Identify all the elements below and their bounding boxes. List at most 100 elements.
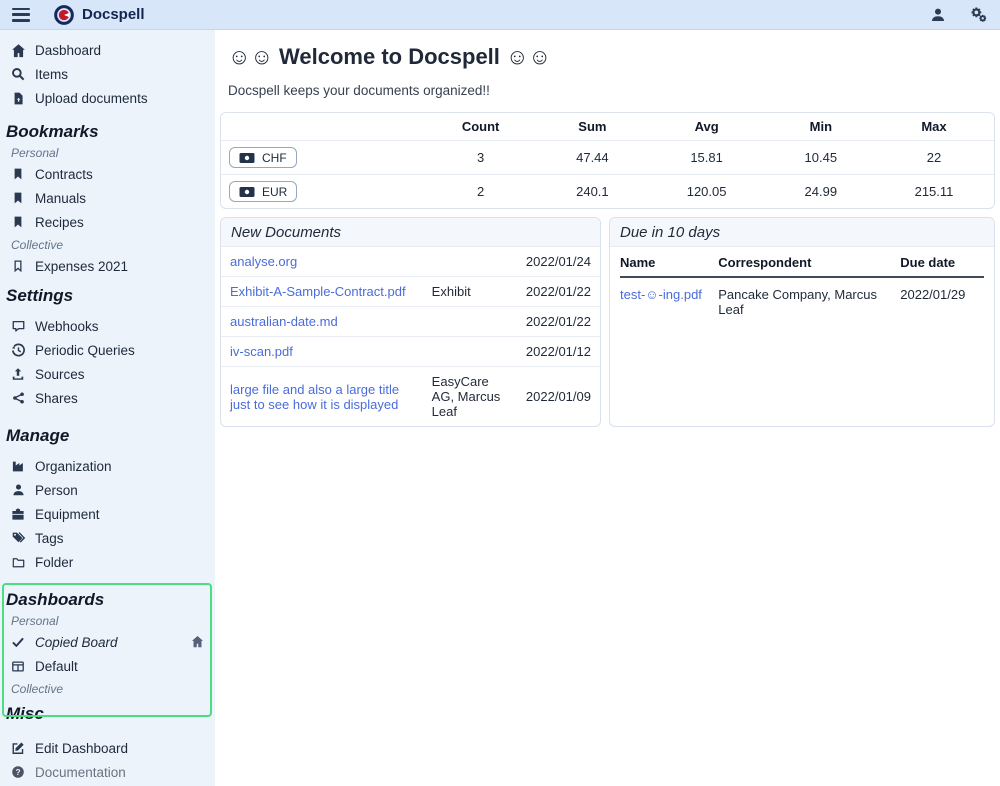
bookmark-icon	[10, 214, 26, 230]
sidebar-item-bookmark-contracts[interactable]: Contracts	[0, 162, 215, 186]
sidebar-item-items[interactable]: Items	[0, 62, 215, 86]
stats-table: Count Sum Avg Min Max CHF	[221, 113, 994, 208]
group-label-collective: Collective	[11, 238, 64, 252]
table-row: test-☺-ing.pdf Pancake Company, Marcus L…	[620, 277, 984, 325]
document-link[interactable]: Exhibit-A-Sample-Contract.pdf	[230, 284, 406, 299]
sidebar-item-label: Person	[35, 482, 78, 498]
edit-icon	[10, 740, 26, 756]
sidebar-item-edit-dashboard[interactable]: Edit Dashboard	[0, 736, 215, 760]
svg-text:?: ?	[15, 767, 20, 777]
currency-badge-eur[interactable]: EUR	[229, 181, 298, 202]
sidebar-item-label: Webhooks	[35, 318, 99, 334]
sidebar-item-label: Documentation	[35, 764, 126, 780]
document-link[interactable]: australian-date.md	[230, 314, 338, 329]
sidebar-item-organization[interactable]: Organization	[0, 454, 215, 478]
sidebar-item-folder[interactable]: Folder	[0, 550, 215, 574]
history-icon	[10, 342, 26, 358]
document-date: 2022/01/22	[516, 276, 600, 307]
sidebar-item-dashboard-copied-board[interactable]: Copied Board	[0, 630, 215, 654]
stats-header-avg: Avg	[694, 119, 719, 134]
sidebar-item-label: Dasbhoard	[35, 42, 102, 58]
document-link[interactable]: large file and also a large title just t…	[230, 381, 400, 412]
document-date: 2022/01/12	[516, 336, 600, 367]
sidebar-item-sources[interactable]: Sources	[0, 362, 215, 386]
sidebar-item-bookmark-expenses-2021[interactable]: Expenses 2021	[0, 254, 215, 278]
stats-header-row: Count Sum Avg Min Max	[221, 113, 994, 141]
sidebar-item-label: Sources	[35, 366, 85, 382]
user-menu-button[interactable]	[928, 5, 948, 25]
document-date: 2022/01/24	[525, 254, 591, 269]
stat-min: 10.45	[767, 140, 874, 175]
sidebar-item-label: Recipes	[35, 214, 84, 230]
document-correspondent	[422, 306, 517, 337]
section-title-bookmarks: Bookmarks	[6, 122, 99, 141]
table-row: Exhibit-A-Sample-Contract.pdf Exhibit 20…	[221, 276, 600, 307]
currency-badge-chf[interactable]: CHF	[229, 147, 297, 168]
new-documents-panel: New Documents analyse.org 2022/01/24 Exh…	[220, 217, 601, 427]
table-row: australian-date.md 2022/01/22	[221, 306, 600, 337]
stat-avg: 120.05	[645, 174, 768, 208]
sidebar-item-label: Manuals	[35, 190, 87, 206]
person-icon	[10, 482, 26, 498]
document-correspondent: Exhibit	[422, 276, 517, 307]
sidebar-item-label: Upload documents	[35, 90, 148, 106]
sidebar: Dasbhoard Items Upload documents Bookmar…	[0, 30, 215, 786]
bookmark-icon	[10, 166, 26, 182]
share-icon	[10, 390, 26, 406]
document-link[interactable]: analyse.org	[230, 254, 298, 269]
section-title-misc: Misc	[6, 704, 44, 723]
document-date: 2022/01/22	[516, 306, 600, 337]
top-navbar: Docspell	[0, 0, 1000, 30]
sidebar-item-label: Shares	[35, 390, 78, 406]
sidebar-item-label: Items	[35, 66, 69, 82]
sidebar-item-documentation[interactable]: ? Documentation	[0, 760, 215, 784]
sidebar-item-label: Copied Board	[35, 634, 118, 650]
sidebar-item-upload-documents[interactable]: Upload documents	[0, 86, 215, 110]
stat-sum: 47.44	[539, 140, 646, 175]
stats-row-chf: CHF 3 47.44 15.81 10.45 22	[221, 140, 994, 175]
briefcase-icon	[10, 506, 26, 522]
stats-panel: Count Sum Avg Min Max CHF	[220, 112, 995, 209]
group-label-collective: Collective	[11, 682, 64, 696]
table-row: analyse.org 2022/01/24	[221, 247, 600, 277]
stat-count: 2	[421, 174, 540, 208]
section-title-dashboards: Dashboards	[6, 590, 105, 609]
menu-toggle-icon[interactable]	[12, 7, 30, 22]
sidebar-item-equipment[interactable]: Equipment	[0, 502, 215, 526]
house-icon	[191, 635, 205, 649]
sidebar-item-label: Contracts	[35, 166, 93, 182]
document-link[interactable]: iv-scan.pdf	[230, 344, 293, 359]
sidebar-item-bookmark-recipes[interactable]: Recipes	[0, 210, 215, 234]
document-link[interactable]: test-☺-ing.pdf	[620, 287, 702, 302]
sidebar-item-label: Expenses 2021	[35, 258, 129, 274]
app-title: Docspell	[82, 6, 145, 23]
sidebar-item-label: Equipment	[35, 506, 100, 522]
sidebar-item-label: Periodic Queries	[35, 342, 135, 358]
section-title-settings: Settings	[6, 286, 74, 305]
gears-icon	[970, 6, 987, 23]
table-row: large file and also a large title just t…	[221, 366, 600, 426]
stat-avg: 15.81	[645, 140, 768, 175]
document-correspondent: Pancake Company, Marcus Leaf	[718, 287, 877, 317]
sidebar-item-dashboard[interactable]: Dasbhoard	[0, 38, 215, 62]
app-logo[interactable]: Docspell	[54, 4, 145, 25]
sidebar-item-webhooks[interactable]: Webhooks	[0, 314, 215, 338]
sidebar-item-bookmark-manuals[interactable]: Manuals	[0, 186, 215, 210]
settings-menu-button[interactable]	[968, 5, 988, 25]
file-upload-icon	[10, 90, 26, 106]
sidebar-item-label: Organization	[35, 458, 112, 474]
industry-icon	[10, 458, 26, 474]
document-date: 2022/01/09	[516, 366, 600, 426]
sidebar-item-dashboard-default[interactable]: Default	[0, 654, 215, 678]
money-bill-icon	[239, 152, 255, 164]
sidebar-item-shares[interactable]: Shares	[0, 386, 215, 410]
folder-icon	[10, 554, 26, 570]
stat-max: 22	[873, 140, 994, 175]
sidebar-item-tags[interactable]: Tags	[0, 526, 215, 550]
sidebar-item-person[interactable]: Person	[0, 478, 215, 502]
due-header-row: Name Correspondent Due date	[620, 247, 984, 278]
document-correspondent	[422, 336, 517, 367]
sidebar-item-periodic-queries[interactable]: Periodic Queries	[0, 338, 215, 362]
check-icon	[10, 634, 26, 650]
due-header-correspondent: Correspondent	[718, 247, 901, 278]
